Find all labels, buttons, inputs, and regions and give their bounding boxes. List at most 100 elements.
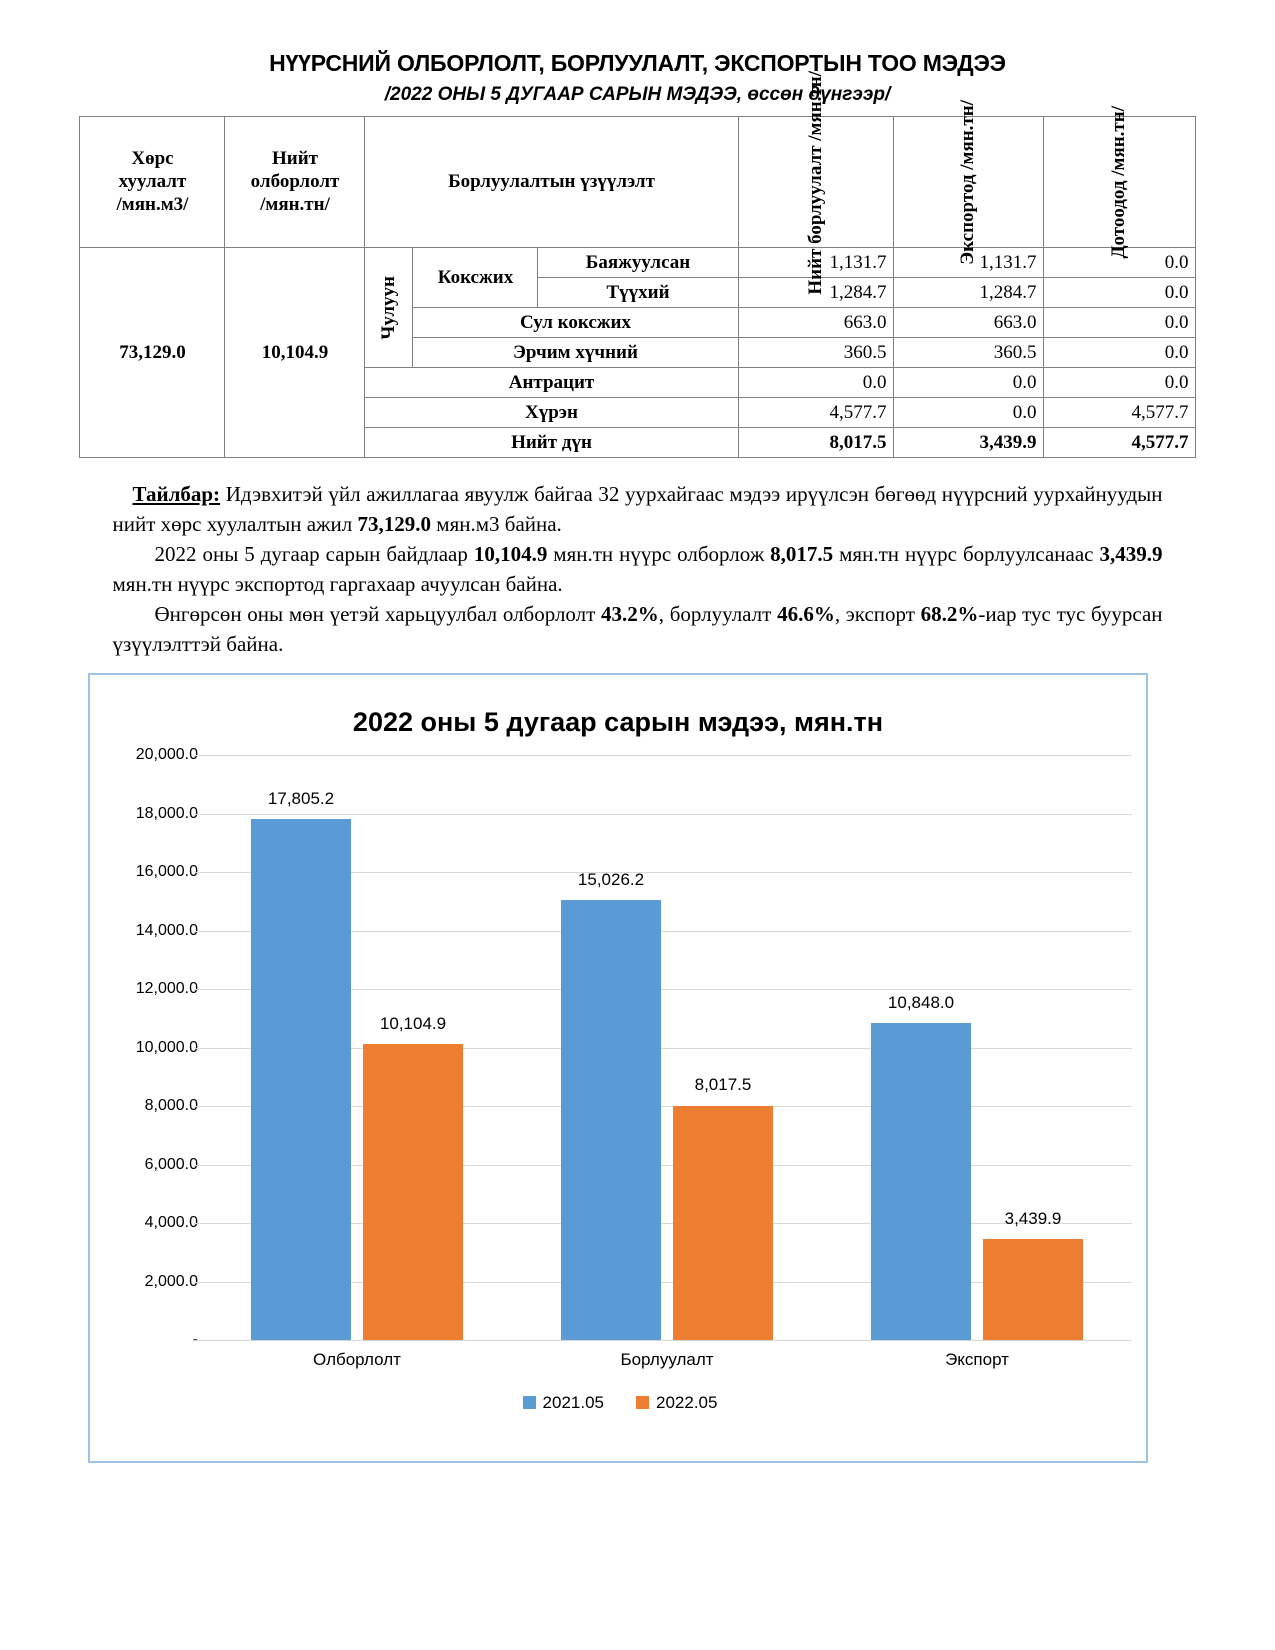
gridline [202, 755, 1132, 756]
y-axis-tick-label: - [193, 1331, 198, 1349]
table-row: Түүхий 1,284.7 1,284.7 0.0 [80, 277, 1196, 309]
note-2-value-sales: 8,017.5 [770, 542, 834, 567]
cell-domestic-1: 0.0 [1042, 277, 1196, 309]
gridline [202, 930, 1132, 932]
header-sales-indicator: Борлуулалтын үзүүлэлт [364, 116, 739, 249]
header-soil-stripping: Хөрс хуулалт /мян.м3/ [79, 116, 226, 249]
y-axis-tick-label: 20,000.0 [135, 746, 198, 763]
total-row-export: 3,439.9 [892, 427, 1044, 459]
note-paragraph-3: Өнгөрсөн оны мөн үетэй харьцуулбал олбор… [113, 600, 1163, 660]
table-header-row: Хөрс хуулалт /мян.м3/ Нийт олборлолт /мя… [79, 71, 1196, 294]
note-1-value: 73,129.0 [357, 512, 432, 537]
table-row: Сул коксжих 663.0 663.0 0.0 [80, 307, 1196, 339]
y-axis-tick-label: 2,000.0 [144, 1272, 198, 1290]
row-label-0: Баяжуулсан [537, 247, 739, 279]
cell-coking-label: Коксжих [412, 247, 539, 309]
row-label-3: Эрчим хүчний [412, 337, 739, 369]
gridline [202, 872, 1132, 873]
chart-plot-area: 20,000.0 18,000.0 16,000.0 14,000.0 12,000.0… [90, 746, 1150, 1380]
header-total-sales: Нийт борлуулалт /мян.тн/ [737, 71, 894, 294]
y-axis-tick [194, 755, 202, 756]
y-axis-tick [194, 1340, 202, 1341]
y-axis-tick-label: 8,000.0 [144, 1097, 198, 1114]
gridline [202, 1281, 1132, 1283]
cell-export-2: 663.0 [892, 307, 1044, 339]
legend-label: 2022.05 [656, 1393, 718, 1412]
y-axis-tick-label: 4,000.0 [144, 1214, 198, 1231]
note-2-value-export: 3,439.9 [1099, 542, 1163, 567]
x-axis-category-label: Борлуулалт [620, 1350, 714, 1369]
header-prod-line2: олборлолт [250, 171, 340, 193]
x-axis-category-label: Экспорт [945, 1350, 1009, 1369]
bar-value-label: 3,439.9 [1004, 1209, 1062, 1229]
row-label-2: Сул коксжих [412, 307, 739, 339]
cell-domestic-2: 0.0 [1042, 307, 1196, 339]
y-axis-tick [194, 1047, 202, 1049]
total-row-label: Нийт дүн [364, 427, 739, 459]
cell-production-total: 10,104.9 [224, 247, 366, 459]
coal-statistics-table: Хөрс хуулалт /мян.м3/ Нийт олборлолт /мя… [79, 71, 1196, 459]
legend-swatch-icon [636, 1396, 649, 1409]
note-3-pct-production: 43.2% [601, 601, 659, 626]
y-axis-tick-label: 18,000.0 [135, 804, 198, 822]
cell-export-4: 0.0 [892, 367, 1044, 399]
table-row: Эрчим хүчний 360.5 360.5 0.0 [80, 337, 1196, 369]
y-axis-tick-label: 10,000.0 [135, 1038, 198, 1056]
header-prod-line3: /мян.тн/ [260, 193, 330, 215]
legend-item[interactable]: 2022.05 [636, 1393, 717, 1413]
cell-domestic-5: 4,577.7 [1042, 397, 1196, 429]
cell-domestic-3: 0.0 [1042, 337, 1196, 369]
table-total-row: Нийт дүн 8,017.5 3,439.9 4,577.7 [80, 427, 1196, 459]
y-axis-tick [194, 1106, 202, 1107]
note-3-pct-sales: 46.6% [777, 601, 835, 626]
legend-swatch-icon [522, 1396, 536, 1409]
notes-section: Тайлбар: Идэвхитэй үйл ажиллагаа явуулж … [113, 458, 1163, 659]
header-export: Экспортод /мян.тн/ [892, 100, 1044, 265]
cell-total-2: 663.0 [737, 307, 894, 339]
header-prod-line1: Нийт [271, 148, 318, 170]
note-1-text-c: мян.м3 байна. [431, 512, 562, 537]
row-label-5: Хүрэн [364, 397, 739, 429]
cell-total-3: 360.5 [737, 337, 894, 369]
y-axis-tick-label: 12,000.0 [135, 980, 198, 997]
gridline [202, 1047, 1132, 1049]
note-2-value-production: 10,104.9 [473, 542, 548, 567]
note-3-text-c: , борлуулалт [658, 601, 778, 626]
legend-label: 2021.05 [542, 1393, 604, 1412]
cell-export-5: 0.0 [892, 397, 1044, 429]
note-2-text-e: мян.тн нүүрс борлуулсанаас [833, 542, 1100, 567]
bar-Экспорт-2021.05 [871, 1022, 971, 1340]
header-soil-line1: Хөрс [131, 148, 174, 170]
cell-export-1: 1,284.7 [892, 277, 1044, 309]
total-row-domestic: 4,577.7 [1042, 427, 1196, 459]
note-2-text-g: мян.тн нүүрс экспортод гаргахаар ачуулса… [112, 571, 563, 596]
bar-value-label: 10,104.9 [379, 1014, 447, 1034]
header-export-label: Экспортод /мян.тн/ [957, 100, 979, 265]
gridline [202, 989, 1132, 990]
page-title: НҮҮРСНИЙ ОЛБОРЛОЛТ, БОРЛУУЛАЛТ, ЭКСПОРТЫ… [269, 50, 1006, 76]
bar-value-label: 15,026.2 [577, 870, 645, 890]
bar-value-label: 17,805.2 [267, 789, 335, 809]
note-paragraph-2: 2022 оны 5 дугаар сарын байдлаар 10,104.… [113, 540, 1163, 600]
y-axis-tick [194, 989, 202, 990]
header-domestic-label: Дотоодод /мян.тн/ [1108, 106, 1130, 259]
cell-total-4: 0.0 [737, 367, 894, 399]
bar-Экспорт-2022.05 [983, 1239, 1083, 1340]
note-3-text-a: Өнгөрсөн оны мөн үетэй харьцуулбал олбор… [154, 601, 602, 626]
cell-export-3: 360.5 [892, 337, 1044, 369]
y-axis-tick [194, 1223, 202, 1224]
bar-Борлуулалт-2022.05 [673, 1105, 773, 1340]
y-axis-tick-label: 16,000.0 [135, 863, 198, 880]
chart-title: 2022 оны 5 дугаар сарын мэдээ, мян.тн [352, 707, 884, 737]
note-2-text-c: мян.тн нүүрс олборлож [547, 542, 771, 567]
bar-Борлуулалт-2021.05 [561, 900, 661, 1340]
note-3-pct-export: 68.2% [920, 601, 979, 626]
legend-item[interactable]: 2021.05 [522, 1393, 604, 1413]
group-label-hard-coal: Чулуун [378, 276, 400, 340]
table-row: Хүрэн 4,577.7 0.0 4,577.7 [80, 397, 1196, 429]
y-axis-tick-label: 6,000.0 [144, 1155, 198, 1173]
cell-soil-total: 73,129.0 [79, 247, 226, 459]
notes-label: Тайлбар: [132, 482, 221, 507]
header-soil-line2: хуулалт [118, 171, 187, 193]
cell-export-0: 1,131.7 [892, 247, 1044, 279]
